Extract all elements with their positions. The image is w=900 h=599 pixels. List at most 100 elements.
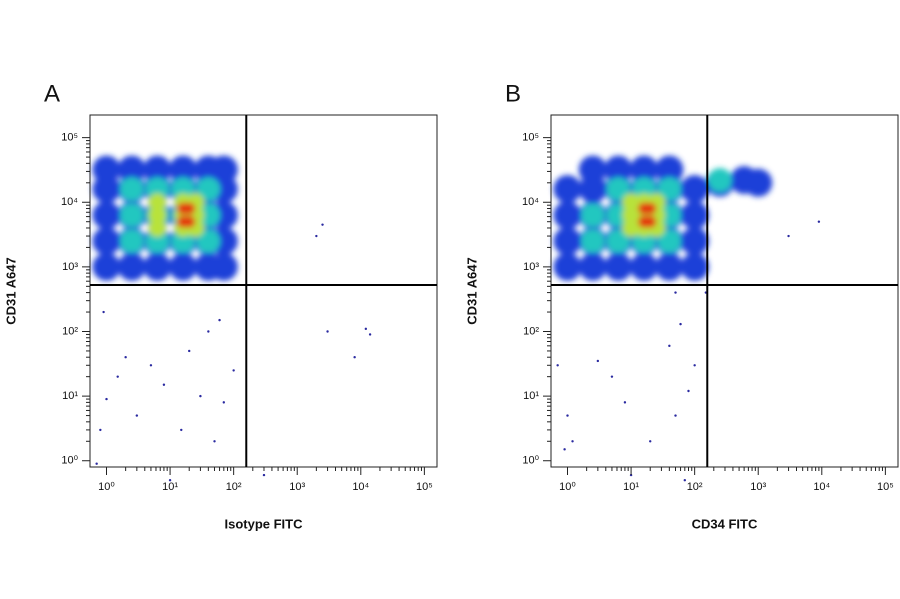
data-point: [232, 369, 235, 372]
data-point: [99, 428, 102, 432]
data-point: [578, 175, 607, 204]
data-point: [680, 175, 709, 204]
data-point: [145, 229, 170, 254]
data-point: [364, 327, 368, 331]
data-point: [92, 175, 121, 204]
x-axis-label: Isotype FITC: [224, 516, 303, 531]
data-point: [680, 252, 709, 281]
density-cloud: [553, 155, 773, 281]
data-point: [353, 356, 356, 359]
data-point: [604, 252, 633, 281]
y-tick-label: 10⁴: [61, 196, 78, 208]
data-point: [563, 448, 566, 451]
data-point: [196, 203, 221, 228]
data-point: [148, 206, 167, 225]
data-point: [622, 193, 641, 212]
data-point: [679, 322, 682, 326]
data-point: [148, 218, 167, 237]
data-point: [580, 203, 605, 228]
data-point: [606, 203, 631, 228]
data-point: [92, 201, 121, 230]
data-point: [124, 356, 127, 359]
data-point: [680, 227, 709, 256]
y-tick-label: 10⁵: [522, 132, 539, 144]
data-point: [657, 229, 682, 254]
data-point: [744, 168, 773, 197]
data-point: [693, 364, 696, 367]
data-point: [571, 440, 574, 443]
data-point: [119, 177, 144, 202]
data-point: [566, 414, 569, 417]
x-tick-label: 10⁰: [559, 481, 576, 493]
data-point: [117, 155, 146, 184]
data-point: [580, 229, 605, 254]
x-tick-label: 10¹: [623, 481, 639, 493]
data-point: [604, 155, 633, 184]
data-point: [102, 310, 105, 314]
data-point: [657, 203, 682, 228]
data-point: [644, 202, 657, 215]
data-point: [644, 215, 657, 228]
y-tick-label: 10¹: [62, 390, 78, 402]
data-point: [622, 206, 641, 225]
data-point: [687, 389, 690, 393]
data-point: [649, 440, 652, 443]
data-point: [199, 394, 202, 398]
y-axis-label: CD31 A647: [464, 257, 479, 324]
data-point: [95, 462, 98, 465]
data-point: [630, 155, 659, 184]
data-point: [149, 364, 153, 367]
data-point: [117, 252, 146, 281]
data-point: [553, 252, 582, 281]
data-point: [674, 291, 677, 294]
data-point: [556, 364, 559, 367]
x-tick-label: 10⁵: [416, 481, 433, 493]
data-point: [655, 155, 684, 184]
data-point: [188, 349, 191, 353]
data-point: [606, 177, 631, 202]
data-point: [92, 155, 121, 184]
x-tick-label: 10⁴: [352, 481, 369, 493]
data-point: [817, 220, 821, 223]
data-point: [622, 218, 641, 237]
data-point: [171, 229, 196, 254]
y-axis-label: CD31 A647: [3, 257, 18, 324]
data-point: [680, 201, 709, 230]
data-point: [207, 330, 210, 333]
data-point: [578, 155, 607, 184]
data-point: [180, 428, 183, 432]
data-point: [209, 252, 238, 281]
data-point: [632, 177, 657, 202]
x-tick-label: 10²: [226, 481, 242, 493]
data-point: [674, 414, 677, 417]
y-tick-label: 10²: [523, 325, 539, 337]
data-point: [145, 177, 170, 202]
data-point: [183, 202, 196, 215]
data-point: [92, 227, 121, 256]
x-tick-label: 10⁵: [877, 481, 894, 493]
data-point: [262, 473, 266, 477]
density-cloud: [92, 155, 238, 281]
data-point: [629, 473, 633, 477]
y-tick-label: 10⁵: [61, 132, 78, 144]
data-point: [630, 252, 659, 281]
y-tick-label: 10¹: [523, 390, 539, 402]
data-point: [135, 414, 139, 417]
x-tick-label: 10³: [750, 481, 766, 493]
data-point: [119, 203, 144, 228]
x-tick-label: 10⁰: [98, 481, 115, 493]
data-point: [148, 193, 167, 212]
data-point: [92, 252, 121, 281]
data-point: [321, 223, 324, 226]
data-point: [105, 397, 108, 401]
data-point: [683, 478, 687, 482]
y-tick-label: 10³: [62, 261, 78, 273]
data-point: [610, 375, 614, 378]
data-point: [143, 155, 172, 184]
data-point: [553, 201, 582, 230]
panel: A Isotype FITC CD31 A647 10⁰ 10¹ 10² 10³ 10⁴ 10⁵…: [3, 80, 438, 531]
data-point: [168, 478, 172, 482]
data-point: [119, 229, 144, 254]
data-point: [213, 440, 216, 443]
